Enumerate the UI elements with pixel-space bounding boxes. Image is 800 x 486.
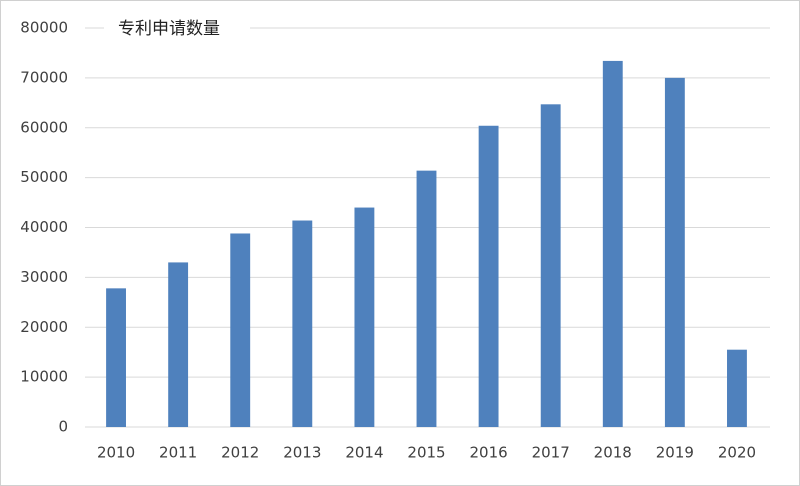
x-tick-label: 2018 — [594, 444, 632, 462]
x-tick-label: 2012 — [221, 444, 259, 462]
x-tick-label: 2020 — [718, 444, 756, 462]
x-tick-label: 2011 — [159, 444, 197, 462]
bar — [106, 288, 126, 427]
bar — [416, 170, 437, 427]
y-tick-label: 50000 — [20, 168, 68, 186]
bar — [540, 104, 561, 427]
y-tick-label: 80000 — [20, 19, 68, 37]
bar — [602, 60, 623, 427]
bar — [664, 77, 685, 427]
x-tick-label: 2019 — [656, 444, 694, 462]
x-tick-label: 2013 — [283, 444, 321, 462]
x-tick-label: 2016 — [469, 444, 507, 462]
x-tick-label: 2014 — [345, 444, 383, 462]
x-tick-label: 2017 — [532, 444, 570, 462]
bar — [292, 220, 313, 427]
x-tick-label: 2015 — [407, 444, 445, 462]
y-tick-label: 0 — [58, 418, 68, 436]
bars: 2010 2011 2012 2013 2014 2015 2016 2017 2018 2019… — [97, 60, 756, 462]
y-tick-label: 20000 — [20, 318, 68, 336]
bar — [168, 262, 189, 427]
x-tick-label: 2010 — [97, 444, 135, 462]
chart-title: 专利申请数量 — [118, 19, 220, 39]
bar — [230, 233, 251, 427]
y-tick-label: 60000 — [20, 118, 68, 136]
y-tick-label: 40000 — [20, 218, 68, 236]
y-tick-label: 30000 — [20, 268, 68, 286]
title-background — [104, 15, 250, 43]
y-tick-label: 70000 — [20, 68, 68, 86]
y-tick-label: 10000 — [20, 368, 68, 386]
bar — [354, 207, 375, 427]
bar — [478, 125, 499, 427]
bar — [727, 349, 747, 427]
